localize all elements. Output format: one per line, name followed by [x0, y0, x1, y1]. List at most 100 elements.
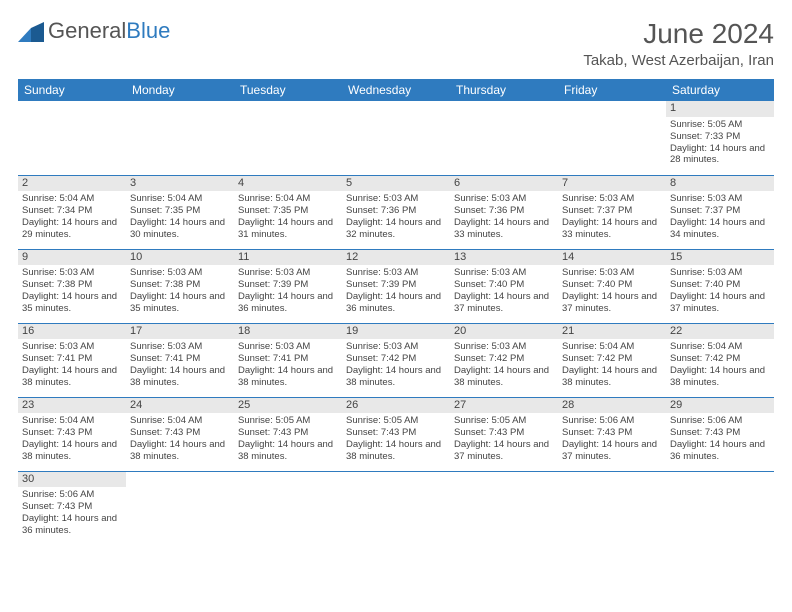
day-number: 28 [558, 398, 666, 414]
daylight-text: Daylight: 14 hours and 36 minutes. [670, 439, 770, 463]
sunrise-text: Sunrise: 5:04 AM [22, 415, 122, 427]
calendar-cell: 12Sunrise: 5:03 AMSunset: 7:39 PMDayligh… [342, 249, 450, 323]
daylight-text: Daylight: 14 hours and 38 minutes. [562, 365, 662, 389]
calendar-cell: 28Sunrise: 5:06 AMSunset: 7:43 PMDayligh… [558, 397, 666, 471]
sunrise-text: Sunrise: 5:05 AM [454, 415, 554, 427]
sunset-text: Sunset: 7:42 PM [670, 353, 770, 365]
calendar-row: 2Sunrise: 5:04 AMSunset: 7:34 PMDaylight… [18, 175, 774, 249]
calendar-cell: 2Sunrise: 5:04 AMSunset: 7:34 PMDaylight… [18, 175, 126, 249]
daylight-text: Daylight: 14 hours and 37 minutes. [670, 291, 770, 315]
daylight-text: Daylight: 14 hours and 38 minutes. [346, 439, 446, 463]
calendar-row: 30Sunrise: 5:06 AMSunset: 7:43 PMDayligh… [18, 471, 774, 545]
daylight-text: Daylight: 14 hours and 37 minutes. [562, 291, 662, 315]
sunset-text: Sunset: 7:40 PM [670, 279, 770, 291]
sunset-text: Sunset: 7:36 PM [454, 205, 554, 217]
sunrise-text: Sunrise: 5:03 AM [670, 193, 770, 205]
calendar-cell: 17Sunrise: 5:03 AMSunset: 7:41 PMDayligh… [126, 323, 234, 397]
daylight-text: Daylight: 14 hours and 38 minutes. [130, 365, 230, 389]
cell-body: Sunrise: 5:04 AMSunset: 7:34 PMDaylight:… [18, 193, 126, 243]
day-header-row: SundayMondayTuesdayWednesdayThursdayFrid… [18, 79, 774, 101]
sunrise-text: Sunrise: 5:06 AM [22, 489, 122, 501]
cell-body: Sunrise: 5:04 AMSunset: 7:42 PMDaylight:… [666, 341, 774, 391]
sunset-text: Sunset: 7:39 PM [346, 279, 446, 291]
calendar-row: 1Sunrise: 5:05 AMSunset: 7:33 PMDaylight… [18, 101, 774, 175]
sunrise-text: Sunrise: 5:03 AM [346, 193, 446, 205]
sunset-text: Sunset: 7:41 PM [130, 353, 230, 365]
sunrise-text: Sunrise: 5:04 AM [22, 193, 122, 205]
sunset-text: Sunset: 7:37 PM [562, 205, 662, 217]
calendar-cell: 20Sunrise: 5:03 AMSunset: 7:42 PMDayligh… [450, 323, 558, 397]
day-number: 15 [666, 250, 774, 266]
sunrise-text: Sunrise: 5:04 AM [562, 341, 662, 353]
calendar-cell: 11Sunrise: 5:03 AMSunset: 7:39 PMDayligh… [234, 249, 342, 323]
sunrise-text: Sunrise: 5:05 AM [238, 415, 338, 427]
calendar-cell: 18Sunrise: 5:03 AMSunset: 7:41 PMDayligh… [234, 323, 342, 397]
cell-body: Sunrise: 5:04 AMSunset: 7:43 PMDaylight:… [18, 415, 126, 465]
calendar-cell: 26Sunrise: 5:05 AMSunset: 7:43 PMDayligh… [342, 397, 450, 471]
calendar-row: 16Sunrise: 5:03 AMSunset: 7:41 PMDayligh… [18, 323, 774, 397]
day-header: Thursday [450, 79, 558, 101]
sunrise-text: Sunrise: 5:03 AM [454, 193, 554, 205]
sunset-text: Sunset: 7:39 PM [238, 279, 338, 291]
day-header: Monday [126, 79, 234, 101]
daylight-text: Daylight: 14 hours and 38 minutes. [238, 365, 338, 389]
sunrise-text: Sunrise: 5:03 AM [238, 267, 338, 279]
sunrise-text: Sunrise: 5:03 AM [22, 341, 122, 353]
daylight-text: Daylight: 14 hours and 30 minutes. [130, 217, 230, 241]
day-header: Friday [558, 79, 666, 101]
sunset-text: Sunset: 7:42 PM [346, 353, 446, 365]
day-header: Tuesday [234, 79, 342, 101]
daylight-text: Daylight: 14 hours and 38 minutes. [238, 439, 338, 463]
calendar-cell [234, 101, 342, 175]
sunset-text: Sunset: 7:43 PM [562, 427, 662, 439]
logo: GeneralBlue [18, 18, 170, 44]
calendar-row: 23Sunrise: 5:04 AMSunset: 7:43 PMDayligh… [18, 397, 774, 471]
daylight-text: Daylight: 14 hours and 37 minutes. [454, 291, 554, 315]
day-number: 20 [450, 324, 558, 340]
day-header: Sunday [18, 79, 126, 101]
cell-body: Sunrise: 5:04 AMSunset: 7:42 PMDaylight:… [558, 341, 666, 391]
daylight-text: Daylight: 14 hours and 36 minutes. [346, 291, 446, 315]
cell-body: Sunrise: 5:03 AMSunset: 7:37 PMDaylight:… [558, 193, 666, 243]
sunrise-text: Sunrise: 5:04 AM [670, 341, 770, 353]
title-block: June 2024 Takab, West Azerbaijan, Iran [583, 18, 774, 69]
sunset-text: Sunset: 7:38 PM [22, 279, 122, 291]
daylight-text: Daylight: 14 hours and 38 minutes. [130, 439, 230, 463]
calendar-cell: 22Sunrise: 5:04 AMSunset: 7:42 PMDayligh… [666, 323, 774, 397]
day-number: 24 [126, 398, 234, 414]
sunset-text: Sunset: 7:43 PM [670, 427, 770, 439]
sunset-text: Sunset: 7:43 PM [346, 427, 446, 439]
calendar-cell [342, 471, 450, 545]
day-number: 3 [126, 176, 234, 192]
day-number: 5 [342, 176, 450, 192]
cell-body: Sunrise: 5:03 AMSunset: 7:36 PMDaylight:… [342, 193, 450, 243]
calendar-cell: 10Sunrise: 5:03 AMSunset: 7:38 PMDayligh… [126, 249, 234, 323]
day-number: 17 [126, 324, 234, 340]
calendar-cell: 8Sunrise: 5:03 AMSunset: 7:37 PMDaylight… [666, 175, 774, 249]
cell-body: Sunrise: 5:03 AMSunset: 7:38 PMDaylight:… [18, 267, 126, 317]
day-number: 12 [342, 250, 450, 266]
sunset-text: Sunset: 7:42 PM [454, 353, 554, 365]
day-number: 8 [666, 176, 774, 192]
day-number: 13 [450, 250, 558, 266]
cell-body: Sunrise: 5:05 AMSunset: 7:43 PMDaylight:… [450, 415, 558, 465]
calendar-body: 1Sunrise: 5:05 AMSunset: 7:33 PMDaylight… [18, 101, 774, 545]
calendar-cell: 19Sunrise: 5:03 AMSunset: 7:42 PMDayligh… [342, 323, 450, 397]
daylight-text: Daylight: 14 hours and 35 minutes. [22, 291, 122, 315]
day-number: 25 [234, 398, 342, 414]
sunset-text: Sunset: 7:42 PM [562, 353, 662, 365]
cell-body: Sunrise: 5:03 AMSunset: 7:37 PMDaylight:… [666, 193, 774, 243]
cell-body: Sunrise: 5:03 AMSunset: 7:36 PMDaylight:… [450, 193, 558, 243]
calendar-cell: 7Sunrise: 5:03 AMSunset: 7:37 PMDaylight… [558, 175, 666, 249]
day-number: 16 [18, 324, 126, 340]
cell-body: Sunrise: 5:03 AMSunset: 7:38 PMDaylight:… [126, 267, 234, 317]
logo-word2: Blue [126, 18, 170, 43]
calendar-cell: 24Sunrise: 5:04 AMSunset: 7:43 PMDayligh… [126, 397, 234, 471]
sunrise-text: Sunrise: 5:04 AM [130, 193, 230, 205]
logo-text: GeneralBlue [48, 18, 170, 44]
day-number: 4 [234, 176, 342, 192]
header: GeneralBlue June 2024 Takab, West Azerba… [18, 18, 774, 69]
sunset-text: Sunset: 7:41 PM [22, 353, 122, 365]
cell-body: Sunrise: 5:06 AMSunset: 7:43 PMDaylight:… [18, 489, 126, 539]
calendar-cell [342, 101, 450, 175]
